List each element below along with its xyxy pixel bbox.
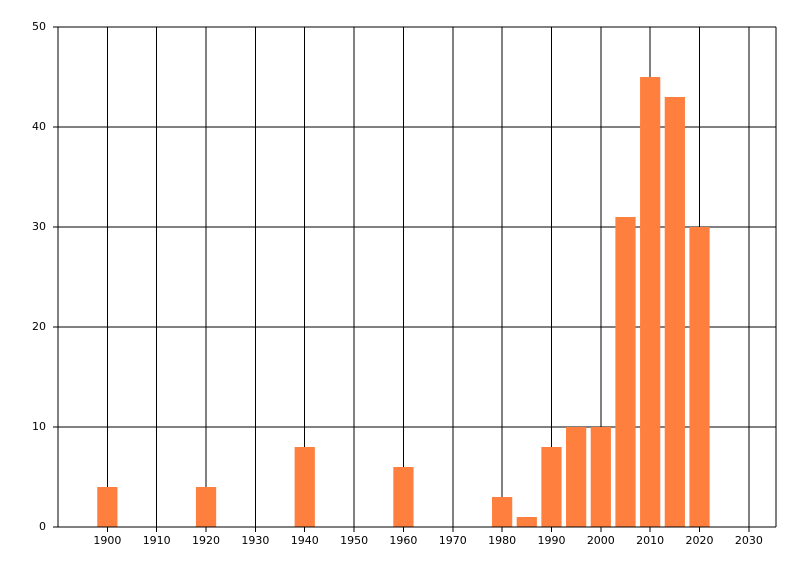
x-tick-label: 2010 <box>636 534 664 547</box>
bar <box>294 447 315 527</box>
bar <box>393 467 414 527</box>
y-tick-label: 50 <box>32 20 46 33</box>
x-tick-label: 2000 <box>587 534 615 547</box>
x-tick-label: 1990 <box>537 534 565 547</box>
y-tick-label: 20 <box>32 320 46 333</box>
y-tick-label: 30 <box>32 220 46 233</box>
y-tick-label: 0 <box>39 520 46 533</box>
y-tick-label: 40 <box>32 120 46 133</box>
bar <box>689 227 710 527</box>
bar <box>541 447 562 527</box>
bar <box>516 517 537 527</box>
bar <box>640 77 661 527</box>
bar <box>590 427 611 527</box>
bar <box>195 487 217 527</box>
x-tick-label: 1980 <box>488 534 516 547</box>
x-tick-label: 2030 <box>735 534 763 547</box>
x-tick-label: 2020 <box>686 534 714 547</box>
x-tick-label: 1920 <box>192 534 220 547</box>
bar <box>492 497 513 527</box>
y-tick-label: 10 <box>32 420 46 433</box>
x-tick-label: 1900 <box>93 534 121 547</box>
bar <box>615 217 636 527</box>
x-tick-label: 1970 <box>439 534 467 547</box>
bar <box>566 427 587 527</box>
x-tick-label: 1960 <box>389 534 417 547</box>
x-tick-label: 1940 <box>291 534 319 547</box>
x-tick-label: 1950 <box>340 534 368 547</box>
bar <box>97 487 118 527</box>
x-tick-label: 1910 <box>143 534 171 547</box>
bar <box>664 97 685 527</box>
x-tick-label: 1930 <box>241 534 269 547</box>
